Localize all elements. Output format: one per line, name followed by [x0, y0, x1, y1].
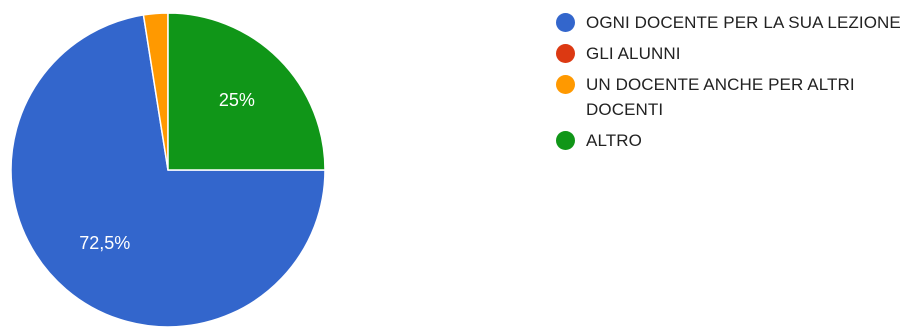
- legend-label-4: ALTRO: [586, 131, 642, 150]
- pie-chart: 72,5% 25%: [10, 12, 326, 327]
- legend-label-3: UN DOCENTE ANCHE PER ALTRI DOCENTI: [586, 75, 855, 119]
- legend-swatch-3: [556, 75, 575, 94]
- legend-item-4: ALTRO: [556, 128, 921, 153]
- legend-item-2: GLI ALUNNI: [556, 41, 921, 66]
- legend-swatch-4: [556, 131, 575, 150]
- legend-swatch-1: [556, 13, 575, 32]
- legend-swatch-2: [556, 44, 575, 63]
- pie-data-labels: 72,5% 25%: [79, 90, 255, 253]
- pie-data-label-1: 72,5%: [79, 233, 130, 253]
- pie-data-label-4: 25%: [219, 90, 255, 110]
- legend-label-1: OGNI DOCENTE PER LA SUA LEZIONE: [586, 13, 901, 32]
- pie-slice-1: [10, 14, 326, 327]
- chart-legend: OGNI DOCENTE PER LA SUA LEZIONE GLI ALUNN…: [556, 10, 921, 159]
- pie-slice-4: [167, 12, 326, 171]
- pie-slices: [10, 12, 326, 327]
- legend-item-1: OGNI DOCENTE PER LA SUA LEZIONE: [556, 10, 921, 35]
- legend-label-2: GLI ALUNNI: [586, 44, 681, 63]
- legend-item-3: UN DOCENTE ANCHE PER ALTRI DOCENTI: [556, 72, 921, 122]
